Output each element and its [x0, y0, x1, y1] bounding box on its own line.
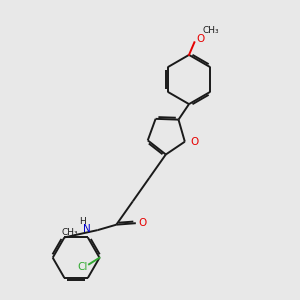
Text: H: H — [80, 217, 86, 226]
Text: CH₃: CH₃ — [202, 26, 219, 35]
Text: O: O — [197, 34, 205, 44]
Text: CH₃: CH₃ — [61, 228, 78, 237]
Text: Cl: Cl — [77, 262, 88, 272]
Text: N: N — [83, 224, 91, 235]
Text: O: O — [190, 137, 199, 147]
Text: O: O — [138, 218, 146, 228]
